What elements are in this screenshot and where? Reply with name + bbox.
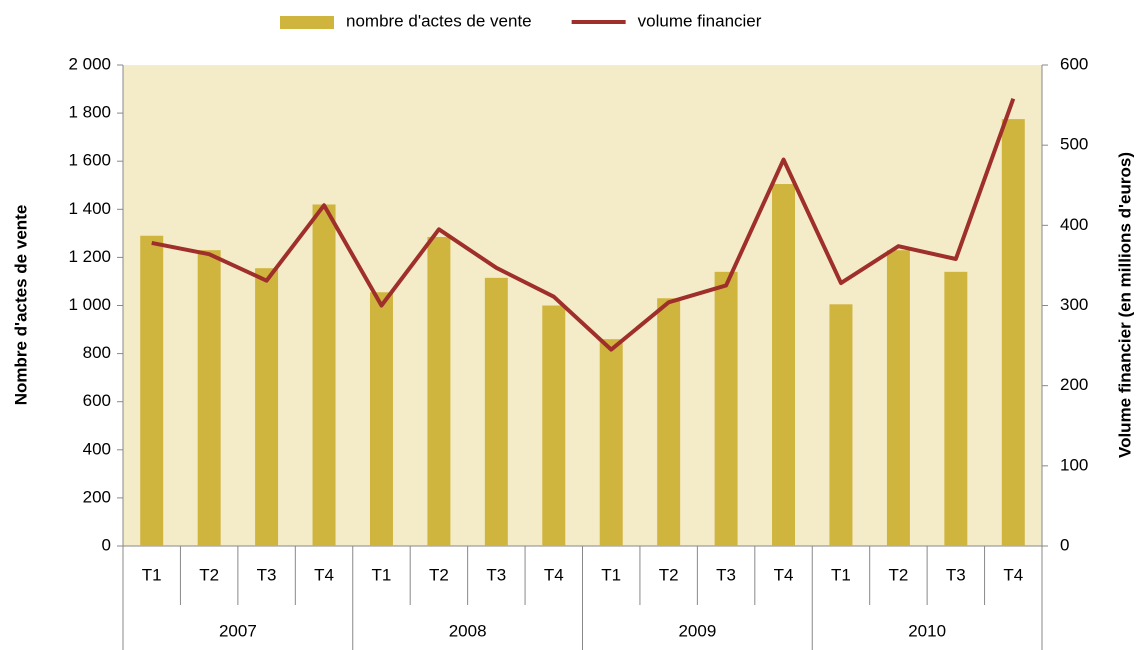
y2-tick-label: 600 [1060, 54, 1088, 73]
x-group-label: 2010 [908, 621, 946, 640]
bar [599, 339, 623, 546]
y-tick-label: 1 000 [68, 295, 111, 314]
y-axis-label: Nombre d'actes de vente [11, 205, 30, 406]
bar [312, 204, 336, 547]
y-tick-label: 1 800 [68, 103, 111, 122]
y-tick-label: 1 400 [68, 199, 111, 218]
x-tick-label: T2 [429, 565, 449, 584]
x-tick-label: T3 [946, 565, 966, 584]
x-tick-label: T2 [199, 565, 219, 584]
y-tick-label: 2 000 [68, 54, 111, 73]
bar [542, 305, 566, 546]
x-tick-label: T2 [659, 565, 679, 584]
legend-swatch [280, 16, 334, 29]
x-tick-label: T4 [1003, 565, 1023, 584]
x-group-label: 2008 [449, 621, 487, 640]
x-group-label: 2007 [219, 621, 257, 640]
y-tick-label: 1 200 [68, 247, 111, 266]
bar [886, 250, 910, 546]
x-tick-label: T4 [314, 565, 334, 584]
x-tick-label: T1 [831, 565, 851, 584]
y2-tick-label: 300 [1060, 295, 1088, 314]
y-tick-label: 600 [83, 391, 111, 410]
bar [484, 277, 508, 546]
y2-tick-label: 400 [1060, 215, 1088, 234]
y-tick-label: 1 600 [68, 151, 111, 170]
y2-tick-label: 500 [1060, 135, 1088, 154]
x-group-label: 2009 [678, 621, 716, 640]
y2-axis-label: Volume financier (en millions d'euros) [1115, 152, 1134, 458]
x-tick-label: T4 [544, 565, 564, 584]
bar [714, 271, 738, 546]
x-tick-label: T1 [142, 565, 162, 584]
x-tick-label: T3 [257, 565, 277, 584]
y2-tick-label: 100 [1060, 455, 1088, 474]
x-tick-label: T4 [774, 565, 794, 584]
y-tick-label: 200 [83, 487, 111, 506]
bar [255, 268, 279, 546]
bar [944, 271, 968, 546]
bar [1001, 119, 1025, 547]
x-tick-label: T1 [601, 565, 621, 584]
y-tick-label: 0 [102, 535, 111, 554]
bar [197, 250, 221, 546]
line [151, 97, 1016, 352]
y2-tick-label: 0 [1060, 535, 1069, 554]
legend-label: volume financier [638, 11, 762, 30]
legend-label: nombre d'actes de vente [346, 11, 532, 30]
bar [369, 292, 393, 546]
x-tick-label: T1 [372, 565, 392, 584]
bar [140, 235, 164, 546]
bar [772, 184, 796, 547]
y-tick-label: 800 [83, 343, 111, 362]
x-tick-label: T3 [486, 565, 506, 584]
y-tick-label: 400 [83, 439, 111, 458]
bar [427, 236, 451, 546]
x-tick-label: T2 [888, 565, 908, 584]
bar [829, 304, 853, 546]
x-tick-label: T3 [716, 565, 736, 584]
bar [657, 298, 681, 546]
y2-tick-label: 200 [1060, 375, 1088, 394]
